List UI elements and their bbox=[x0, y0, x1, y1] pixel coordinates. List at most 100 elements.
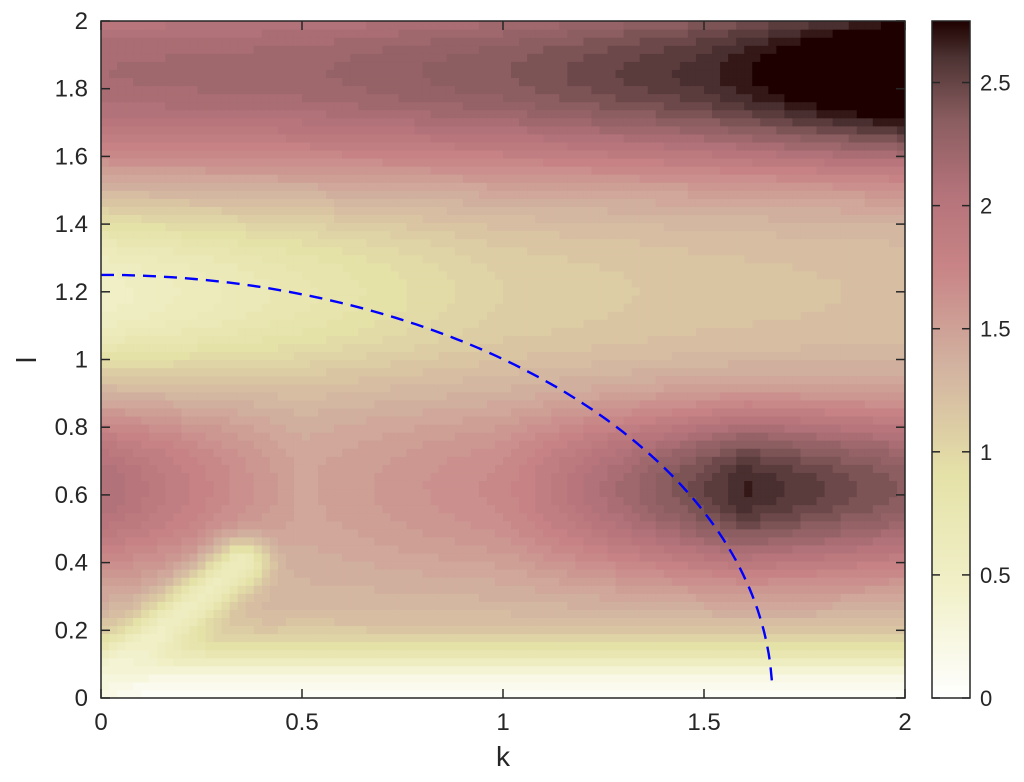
contour-cell bbox=[229, 303, 239, 312]
contour-cell bbox=[615, 552, 625, 562]
contour-cell bbox=[438, 649, 448, 659]
contour-cell bbox=[133, 544, 142, 554]
contour-cell bbox=[197, 407, 207, 417]
contour-cell bbox=[808, 480, 818, 490]
contour-cell bbox=[382, 641, 392, 651]
contour-cell bbox=[639, 415, 649, 425]
contour-cell bbox=[768, 593, 777, 602]
contour-cell bbox=[880, 383, 890, 393]
contour-cell bbox=[832, 480, 842, 490]
contour-cell bbox=[792, 641, 802, 651]
contour-cell bbox=[792, 319, 802, 328]
contour-cell bbox=[808, 625, 818, 635]
contour-cell bbox=[840, 367, 850, 377]
contour-cell bbox=[575, 319, 584, 328]
contour-cell bbox=[414, 303, 424, 312]
contour-cell bbox=[728, 601, 737, 610]
contour-cell bbox=[205, 488, 215, 498]
contour-cell bbox=[221, 383, 231, 393]
contour-cell bbox=[422, 609, 432, 619]
contour-cell bbox=[334, 311, 343, 320]
contour-cell bbox=[615, 472, 625, 481]
contour-cell bbox=[334, 665, 343, 675]
contour-cell bbox=[398, 295, 408, 304]
contour-cell bbox=[583, 399, 593, 409]
contour-cell bbox=[896, 641, 905, 651]
contour-cell bbox=[503, 295, 512, 304]
contour-cell bbox=[527, 343, 536, 353]
contour-cell bbox=[647, 399, 657, 409]
contour-cell bbox=[109, 512, 118, 522]
contour-cell bbox=[213, 440, 223, 449]
contour-cell bbox=[631, 327, 641, 336]
contour-cell bbox=[229, 391, 239, 401]
contour-cell bbox=[712, 303, 721, 312]
contour-cell bbox=[245, 359, 255, 369]
contour-cell bbox=[760, 351, 769, 361]
contour-cell bbox=[744, 295, 753, 304]
contour-cell bbox=[358, 569, 367, 578]
contour-cell bbox=[478, 480, 488, 490]
contour-cell bbox=[631, 295, 641, 304]
contour-cell bbox=[559, 319, 568, 328]
contour-cell bbox=[792, 512, 802, 522]
contour-cell bbox=[157, 303, 166, 312]
contour-cell bbox=[800, 303, 810, 312]
contour-cell bbox=[318, 689, 327, 698]
contour-cell bbox=[679, 488, 689, 498]
contour-cell bbox=[414, 464, 424, 473]
contour-cell bbox=[494, 504, 504, 514]
contour-cell bbox=[551, 399, 560, 409]
contour-cell bbox=[141, 391, 150, 401]
contour-cell bbox=[245, 528, 255, 538]
contour-cell bbox=[896, 544, 905, 554]
contour-cell bbox=[551, 593, 560, 602]
contour-cell bbox=[671, 367, 681, 377]
contour-cell bbox=[623, 488, 633, 498]
contour-cell bbox=[792, 681, 802, 691]
contour-cell bbox=[390, 560, 400, 570]
contour-cell bbox=[824, 295, 834, 304]
contour-cell bbox=[872, 681, 882, 691]
contour-cell bbox=[728, 528, 737, 538]
contour-cell bbox=[840, 311, 850, 320]
contour-cell bbox=[334, 673, 343, 683]
contour-cell bbox=[840, 488, 850, 498]
contour-cell bbox=[237, 657, 247, 667]
contour-cell bbox=[318, 415, 327, 425]
contour-cell bbox=[446, 536, 456, 546]
contour-cell bbox=[422, 488, 432, 498]
contour-cell bbox=[896, 415, 905, 425]
contour-cell bbox=[470, 649, 480, 659]
contour-cell bbox=[205, 649, 215, 659]
contour-cell bbox=[551, 560, 560, 570]
contour-cell bbox=[205, 448, 215, 457]
contour-cell bbox=[390, 504, 400, 514]
contour-cell bbox=[720, 295, 729, 304]
contour-cell bbox=[109, 432, 118, 441]
contour-cell bbox=[109, 391, 118, 401]
contour-cell bbox=[149, 520, 158, 530]
contour-cell bbox=[366, 375, 375, 385]
contour-cell bbox=[438, 504, 448, 514]
contour-cell bbox=[237, 689, 247, 698]
contour-cell bbox=[639, 456, 649, 465]
contour-cell bbox=[527, 448, 536, 457]
contour-cell bbox=[422, 617, 432, 627]
contour-cell bbox=[414, 496, 424, 506]
contour-cell bbox=[422, 569, 432, 578]
contour-cell bbox=[671, 359, 681, 369]
contour-cell bbox=[398, 673, 408, 683]
contour-cell bbox=[173, 504, 182, 514]
contour-cell bbox=[470, 448, 480, 457]
contour-cell bbox=[189, 577, 199, 586]
contour-cell bbox=[157, 399, 166, 409]
contour-cell bbox=[366, 625, 375, 635]
contour-cell bbox=[446, 649, 456, 659]
contour-cell bbox=[880, 448, 890, 457]
contour-cell bbox=[679, 367, 689, 377]
contour-cell bbox=[816, 601, 826, 610]
contour-cell bbox=[390, 689, 400, 698]
contour-cell bbox=[478, 625, 488, 635]
contour-cell bbox=[229, 649, 239, 659]
